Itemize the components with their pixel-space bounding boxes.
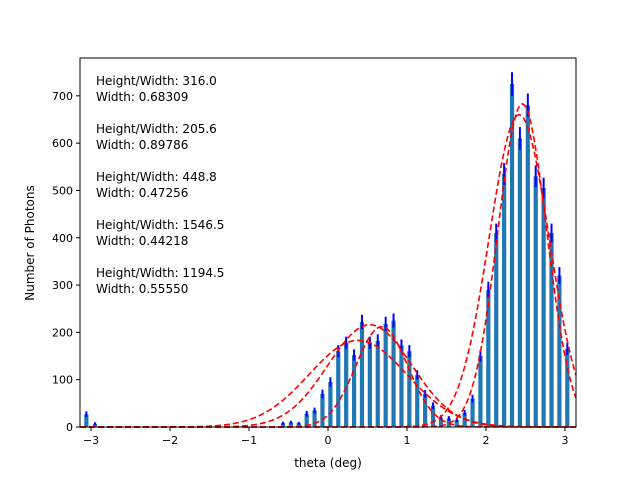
bar xyxy=(415,374,420,427)
bars-layer xyxy=(84,84,570,428)
bar xyxy=(296,423,301,427)
bar xyxy=(470,398,475,427)
y-axis-label: Number of Photons xyxy=(23,185,37,301)
annotation-height-width: Height/Width: 205.6 xyxy=(96,122,217,136)
bar xyxy=(565,348,570,427)
bar xyxy=(486,289,491,427)
x-tick-label: −2 xyxy=(162,434,178,447)
bar xyxy=(407,351,412,427)
bar xyxy=(533,176,538,427)
y-tick-label: 200 xyxy=(52,326,73,339)
bar xyxy=(328,382,333,427)
bar xyxy=(557,275,562,427)
bar xyxy=(541,188,546,427)
bar xyxy=(320,393,325,427)
bar xyxy=(478,356,483,427)
annotation-width: Width: 0.44218 xyxy=(96,234,188,248)
annotation-width: Width: 0.55550 xyxy=(96,282,188,296)
x-tick-label: −1 xyxy=(241,434,257,447)
x-tick-label: 1 xyxy=(403,434,410,447)
annotation-height-width: Height/Width: 316.0 xyxy=(96,74,217,88)
annotations-layer: Height/Width: 316.0 Width: 0.68309 Height/… xyxy=(96,74,224,296)
annotation-height-width: Height/Width: 1194.5 xyxy=(96,266,224,280)
x-tick-label: 3 xyxy=(561,434,568,447)
bar xyxy=(280,423,286,427)
x-tick-label: 2 xyxy=(482,434,489,447)
x-axis-label: theta (deg) xyxy=(294,456,362,470)
bar xyxy=(344,342,349,427)
annotation-width: Width: 0.89786 xyxy=(96,138,188,152)
bar xyxy=(494,233,499,427)
bar xyxy=(351,355,357,427)
y-tick-label: 300 xyxy=(52,279,73,292)
bar xyxy=(375,340,380,427)
x-tick-label: 0 xyxy=(325,434,332,447)
y-tick-label: 600 xyxy=(52,137,73,150)
annotation-height-width: Height/Width: 448.8 xyxy=(96,170,217,184)
bar xyxy=(391,320,396,427)
y-tick-label: 700 xyxy=(52,90,73,103)
bar xyxy=(84,414,89,427)
annotation-width: Width: 0.47256 xyxy=(96,186,188,200)
bar xyxy=(454,419,459,427)
x-tick-label: −3 xyxy=(83,434,99,447)
bar xyxy=(423,393,428,427)
bar xyxy=(549,233,554,427)
y-tick-label: 100 xyxy=(52,374,73,387)
bar xyxy=(438,417,444,427)
bar xyxy=(430,405,436,427)
y-axis-ticks: 0 100 200 300 400 500 600 700 xyxy=(52,90,80,434)
bar xyxy=(367,342,372,427)
bar xyxy=(312,410,317,427)
bar xyxy=(383,323,388,427)
bar xyxy=(359,321,365,427)
bar xyxy=(92,423,98,427)
bar xyxy=(399,345,404,427)
bar xyxy=(502,173,507,427)
annotation-width: Width: 0.68309 xyxy=(96,90,188,104)
annotation-height-width: Height/Width: 1546.5 xyxy=(96,218,224,232)
bar xyxy=(525,105,530,427)
bar xyxy=(509,84,515,428)
y-tick-label: 0 xyxy=(66,421,73,434)
bar xyxy=(288,422,293,427)
y-tick-label: 500 xyxy=(52,184,73,197)
bar xyxy=(517,138,523,428)
y-tick-label: 400 xyxy=(52,232,73,245)
bar xyxy=(304,413,309,427)
x-axis-ticks: −3 −2 −1 0 1 2 3 xyxy=(83,427,568,447)
bar xyxy=(336,351,341,427)
